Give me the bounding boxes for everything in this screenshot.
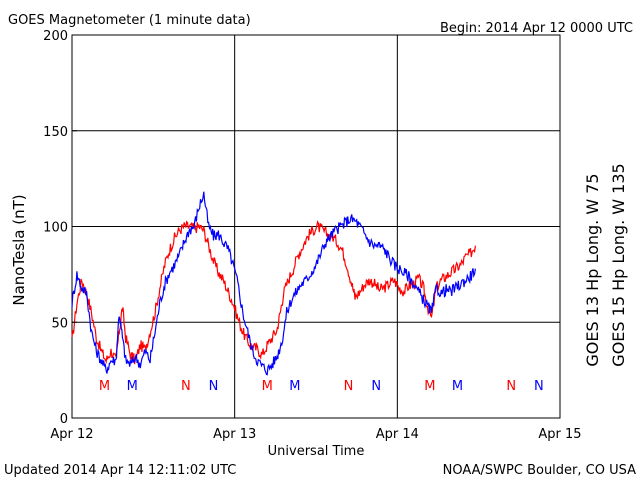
annotation-m: M (262, 379, 273, 394)
x-tick-labels: Apr 12 Apr 13 Apr 14 Apr 15 (50, 427, 581, 442)
annotation-m: M (452, 379, 463, 394)
annotation-m: M (289, 379, 300, 394)
series-goes15-line (71, 191, 476, 376)
updated-timestamp: Updated 2014 Apr 14 12:11:02 UTC (4, 463, 236, 478)
y-tick-label: 50 (51, 316, 68, 331)
annotation-n: N (344, 379, 354, 394)
y-tick-label: 100 (43, 221, 68, 236)
annotation-n: N (209, 379, 219, 394)
credit-label: NOAA/SWPC Boulder, CO USA (443, 463, 636, 478)
x-tick-label: Apr 12 (50, 427, 93, 442)
annotation-m: M (424, 379, 435, 394)
annotation-m: M (99, 379, 110, 394)
y-tick-label: 0 (60, 412, 68, 427)
series-goes13-line (71, 219, 476, 365)
x-tick-label: Apr 13 (213, 427, 256, 442)
y-tick-label: 150 (43, 125, 68, 140)
begin-time-label: Begin: 2014 Apr 12 0000 UTC (440, 21, 633, 36)
chart-title: GOES Magnetometer (1 minute data) (8, 13, 251, 28)
y-tick-label: 200 (43, 29, 68, 44)
x-tick-label: Apr 14 (376, 427, 419, 442)
annotation-n: N (534, 379, 544, 394)
annotation-m: M (127, 379, 138, 394)
annotation-n: N (371, 379, 381, 394)
legend-goes15: GOES 15 Hp Long. W 135 (609, 163, 628, 366)
annotation-n: N (181, 379, 191, 394)
series-lines (71, 191, 476, 376)
y-tick-labels: 0 50 100 150 200 (43, 29, 77, 427)
x-tick-label: Apr 15 (538, 427, 581, 442)
y-axis-label: NanoTesla (nT) (10, 194, 28, 305)
x-axis-label: Universal Time (268, 444, 365, 459)
grid-lines (72, 35, 560, 418)
legend-goes13: GOES 13 Hp Long. W 75 (583, 173, 602, 366)
annotation-n: N (506, 379, 516, 394)
